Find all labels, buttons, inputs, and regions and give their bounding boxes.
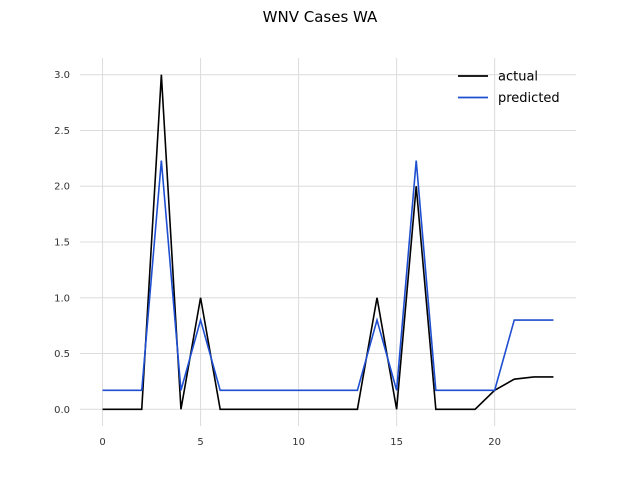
series-line-predicted: [102, 160, 554, 392]
x-tick-label: 20: [488, 437, 501, 448]
x-tick-label: 10: [292, 437, 305, 448]
y-tick-label: 1.5: [54, 238, 70, 249]
y-axis-ticks: 0.0 0.5 1.0 1.5 2.0 2.5 3.0: [54, 70, 70, 416]
chart-title: WNV Cases WA: [263, 8, 378, 26]
x-tick-label: 5: [197, 437, 203, 448]
legend-label-predicted: predicted: [498, 91, 560, 106]
series-layer: [102, 74, 554, 411]
legend: actual predicted: [458, 70, 560, 106]
y-tick-label: 2.5: [54, 126, 70, 137]
y-tick-label: 3.0: [54, 70, 70, 81]
x-axis-ticks: 0 5 10 15 20: [99, 437, 501, 448]
y-tick-label: 2.0: [54, 182, 70, 193]
x-tick-label: 15: [390, 437, 403, 448]
y-tick-label: 0.0: [54, 405, 70, 416]
legend-label-actual: actual: [498, 70, 538, 85]
y-tick-label: 0.5: [54, 349, 70, 360]
x-tick-label: 0: [99, 437, 105, 448]
y-tick-label: 1.0: [54, 293, 70, 304]
